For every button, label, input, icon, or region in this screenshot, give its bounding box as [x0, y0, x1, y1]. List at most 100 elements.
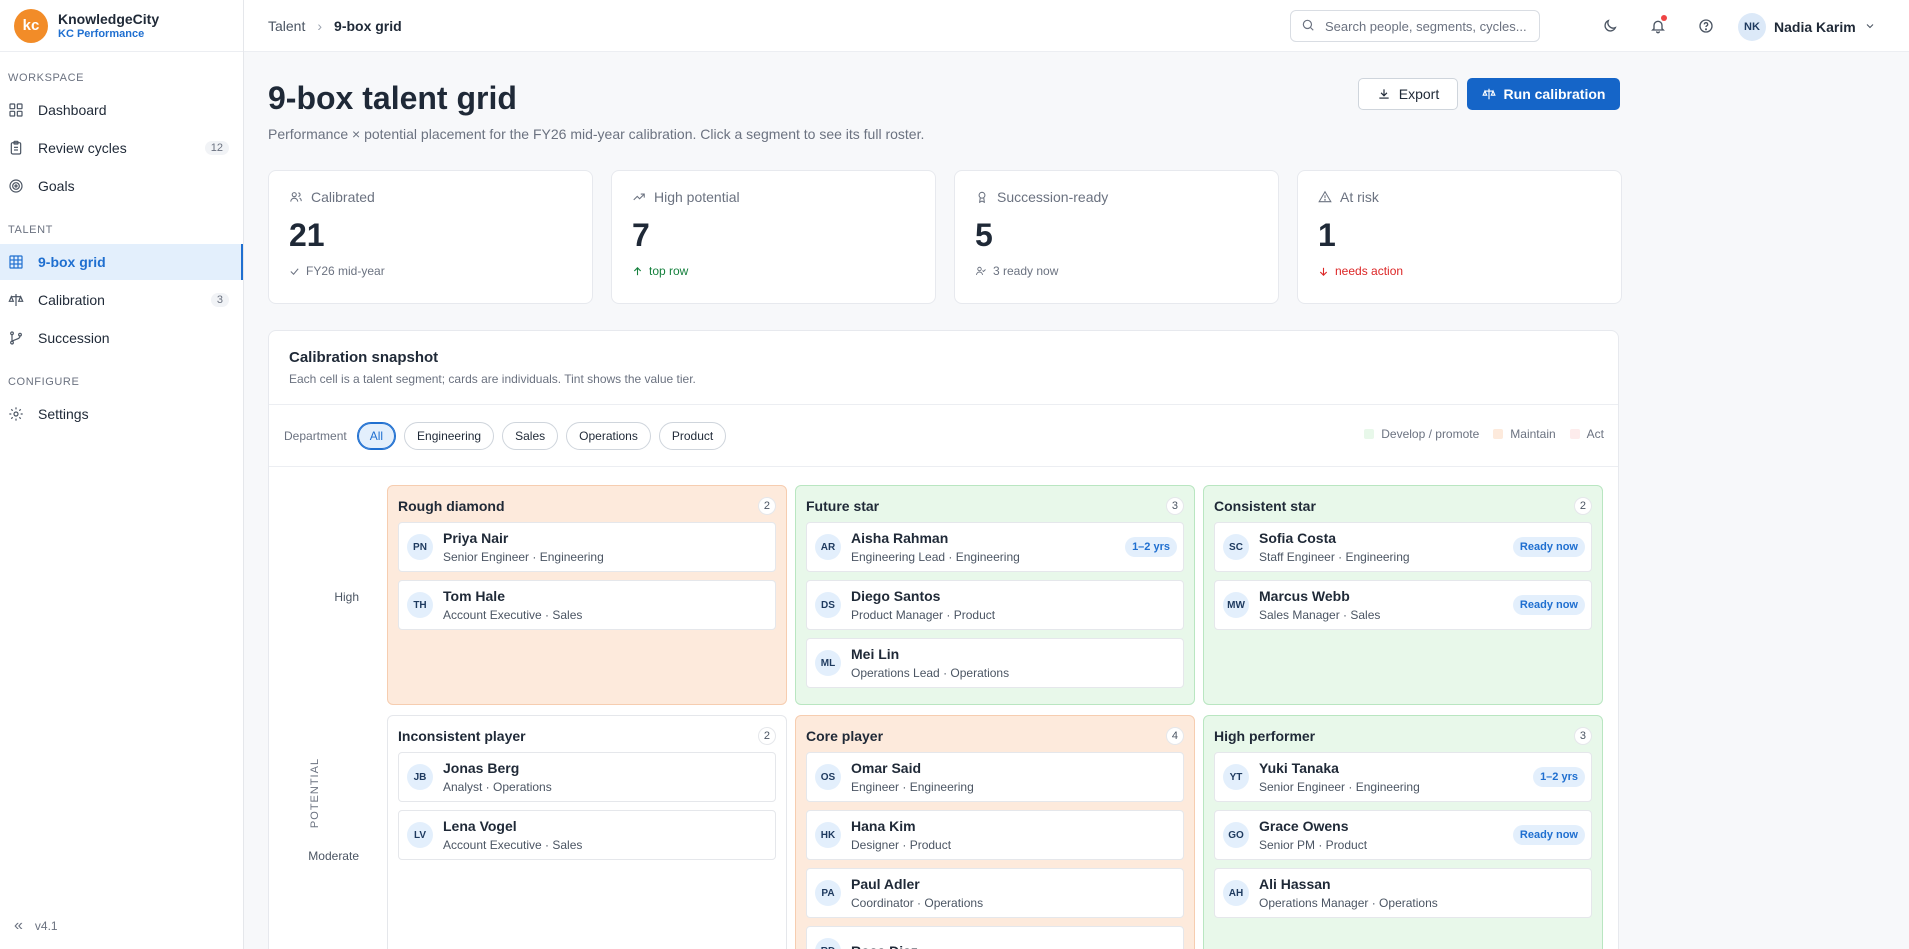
person-card[interactable]: LV Lena Vogel Account Executive · Sales	[398, 810, 776, 860]
stat-card-high-potential[interactable]: High potential 7 top row	[611, 170, 936, 304]
stat-card-calibrated[interactable]: Calibrated 21 FY26 mid-year	[268, 170, 593, 304]
brand[interactable]: kc KnowledgeCity KC Performance	[0, 0, 243, 52]
help-icon[interactable]	[1696, 16, 1716, 36]
segment-cell-high-performer[interactable]: High performer 3 YT Yuki Tanaka Senior Engin…	[1203, 715, 1603, 949]
version-label: v4.1	[34, 919, 58, 933]
person-card[interactable]: GO Grace Owens Senior PM · Product Ready no…	[1214, 810, 1592, 860]
collapse-sidebar-icon[interactable]: «	[14, 917, 23, 934]
person-card[interactable]: YT Yuki Tanaka Senior Engineer · Engineeri…	[1214, 752, 1592, 802]
segment-title: Rough diamond	[398, 498, 505, 514]
sidebar-item-9-box-grid[interactable]: 9-box grid	[0, 244, 243, 280]
person-name: Lena Vogel	[443, 817, 517, 834]
stat-card-succession-ready[interactable]: Succession-ready 5 3 ready now	[954, 170, 1279, 304]
person-card[interactable]: HK Hana Kim Designer · Product	[806, 810, 1184, 860]
search-icon	[1301, 18, 1315, 35]
sidebar-item-label: Succession	[38, 330, 110, 346]
person-name: Tom Hale	[443, 587, 505, 604]
sidebar-item-dashboard[interactable]: Dashboard	[0, 92, 243, 128]
person-info: Tom Hale Account Executive · Sales	[443, 588, 582, 623]
segment-cell-core-player[interactable]: Core player 4 OS Omar Said Engineer · Engine…	[795, 715, 1195, 949]
chevron-right-icon: ›	[317, 17, 323, 34]
avatar: JB	[407, 764, 433, 790]
segment-header: Inconsistent player 2	[398, 726, 776, 746]
person-info: Yuki Tanaka Senior Engineer · Engineering	[1259, 760, 1420, 795]
filter-chip-all[interactable]: All	[356, 421, 397, 450]
person-card[interactable]: RD Rosa Diaz	[806, 926, 1184, 949]
person-name: Paul Adler	[851, 875, 920, 892]
person-card[interactable]: OS Omar Said Engineer · Engineering	[806, 752, 1184, 802]
person-role: Senior PM · Product	[1259, 837, 1368, 852]
legend-label: Maintain	[1510, 427, 1556, 441]
person-card[interactable]: AH Ali Hassan Operations Manager · Operati…	[1214, 868, 1592, 918]
moon-icon[interactable]	[1600, 16, 1620, 36]
sidebar-item-goals[interactable]: Goals	[0, 168, 243, 204]
branch-icon	[8, 329, 26, 347]
person-card[interactable]: ML Mei Lin Operations Lead · Operations	[806, 638, 1184, 688]
filter-chip-engineering[interactable]: Engineering	[404, 421, 495, 450]
stat-value: 1	[1318, 217, 1336, 253]
readiness-badge: Ready now	[1512, 537, 1585, 557]
export-button[interactable]: Export	[1358, 78, 1458, 110]
segment-cell-rough-diamond[interactable]: Rough diamond 2 PN Priya Nair Senior Enginee…	[387, 485, 787, 705]
notification-dot	[1661, 15, 1667, 21]
sidebar-item-succession[interactable]: Succession	[0, 320, 243, 356]
nav-section-label: TALENT	[8, 224, 53, 236]
stat-label: Calibrated	[311, 189, 375, 205]
person-name: Jonas Berg	[443, 759, 520, 776]
calibration-snapshot-panel: Calibration snapshot Each cell is a tale…	[268, 330, 1619, 949]
sidebar-item-settings[interactable]: Settings	[0, 396, 243, 432]
dashboard-icon	[8, 101, 26, 119]
segment-cell-future-star[interactable]: Future star 3 AR Aisha Rahman Engineering Le…	[795, 485, 1195, 705]
brand-logo: kc	[14, 8, 48, 43]
segment-cell-inconsistent-player[interactable]: Inconsistent player 2 JB Jonas Berg Analyst …	[387, 715, 787, 949]
arrow-down-icon	[1318, 266, 1329, 277]
avatar: AH	[1223, 880, 1249, 906]
person-card[interactable]: PN Priya Nair Senior Engineer · Engineerin…	[398, 522, 776, 572]
avatar: PN	[407, 534, 433, 560]
grid-icon	[8, 253, 26, 271]
stat-card-at-risk[interactable]: At risk 1 needs action	[1297, 170, 1622, 304]
readiness-badge: Ready now	[1512, 595, 1585, 615]
person-role: Designer · Product	[851, 837, 952, 852]
person-name: Rosa Diaz	[851, 943, 918, 949]
person-card[interactable]: SC Sofia Costa Staff Engineer · Engineerin…	[1214, 522, 1592, 572]
search-input[interactable]: Search people, segments, cycles...	[1290, 10, 1540, 42]
person-role: Senior Engineer · Engineering	[1259, 779, 1420, 794]
legend-item: Develop / promote	[1364, 427, 1479, 441]
readiness-badge: 1–2 yrs	[1125, 537, 1177, 557]
breadcrumb-talent[interactable]: Talent	[268, 17, 306, 34]
run-calibration-button[interactable]: Run calibration	[1467, 78, 1620, 110]
person-card[interactable]: TH Tom Hale Account Executive · Sales	[398, 580, 776, 630]
person-role: Product Manager · Product	[851, 607, 996, 622]
segment-count: 4	[1165, 727, 1184, 745]
stat-cards: Calibrated 21 FY26 mid-year High potential 7…	[268, 170, 1622, 304]
avatar: ML	[815, 650, 841, 676]
sidebar-item-review-cycles[interactable]: Review cycles 12	[0, 130, 243, 166]
person-info: Paul Adler Coordinator · Operations	[851, 876, 983, 911]
warning-icon	[1318, 190, 1332, 204]
bell-icon[interactable]	[1648, 15, 1668, 36]
avatar: YT	[1223, 764, 1249, 790]
avatar: SC	[1223, 534, 1249, 560]
person-card[interactable]: AR Aisha Rahman Engineering Lead · Enginee…	[806, 522, 1184, 572]
person-info: Mei Lin Operations Lead · Operations	[851, 646, 1009, 681]
sidebar-item-calibration[interactable]: Calibration 3	[0, 282, 243, 318]
users-icon	[289, 190, 303, 204]
segment-count: 2	[757, 727, 776, 745]
person-card[interactable]: MW Marcus Webb Sales Manager · Sales Ready …	[1214, 580, 1592, 630]
sidebar-item-label: Calibration	[38, 292, 105, 308]
person-card[interactable]: DS Diego Santos Product Manager · Product	[806, 580, 1184, 630]
person-info: Lena Vogel Account Executive · Sales	[443, 818, 582, 853]
person-info: Sofia Costa Staff Engineer · Engineering	[1259, 530, 1410, 565]
user-menu[interactable]: NK Nadia Karim	[1738, 13, 1876, 41]
filter-chip-product[interactable]: Product	[658, 421, 727, 450]
person-card[interactable]: PA Paul Adler Coordinator · Operations	[806, 868, 1184, 918]
person-card[interactable]: JB Jonas Berg Analyst · Operations	[398, 752, 776, 802]
stat-label-row: Succession-ready	[975, 189, 1258, 205]
filter-chip-sales[interactable]: Sales	[502, 421, 559, 450]
segment-header: High performer 3	[1214, 726, 1592, 746]
segment-header: Core player 4	[806, 726, 1184, 746]
filter-chip-operations[interactable]: Operations	[566, 421, 651, 450]
segment-cell-consistent-star[interactable]: Consistent star 2 SC Sofia Costa Staff Engin…	[1203, 485, 1603, 705]
segment-title: Inconsistent player	[398, 728, 526, 744]
